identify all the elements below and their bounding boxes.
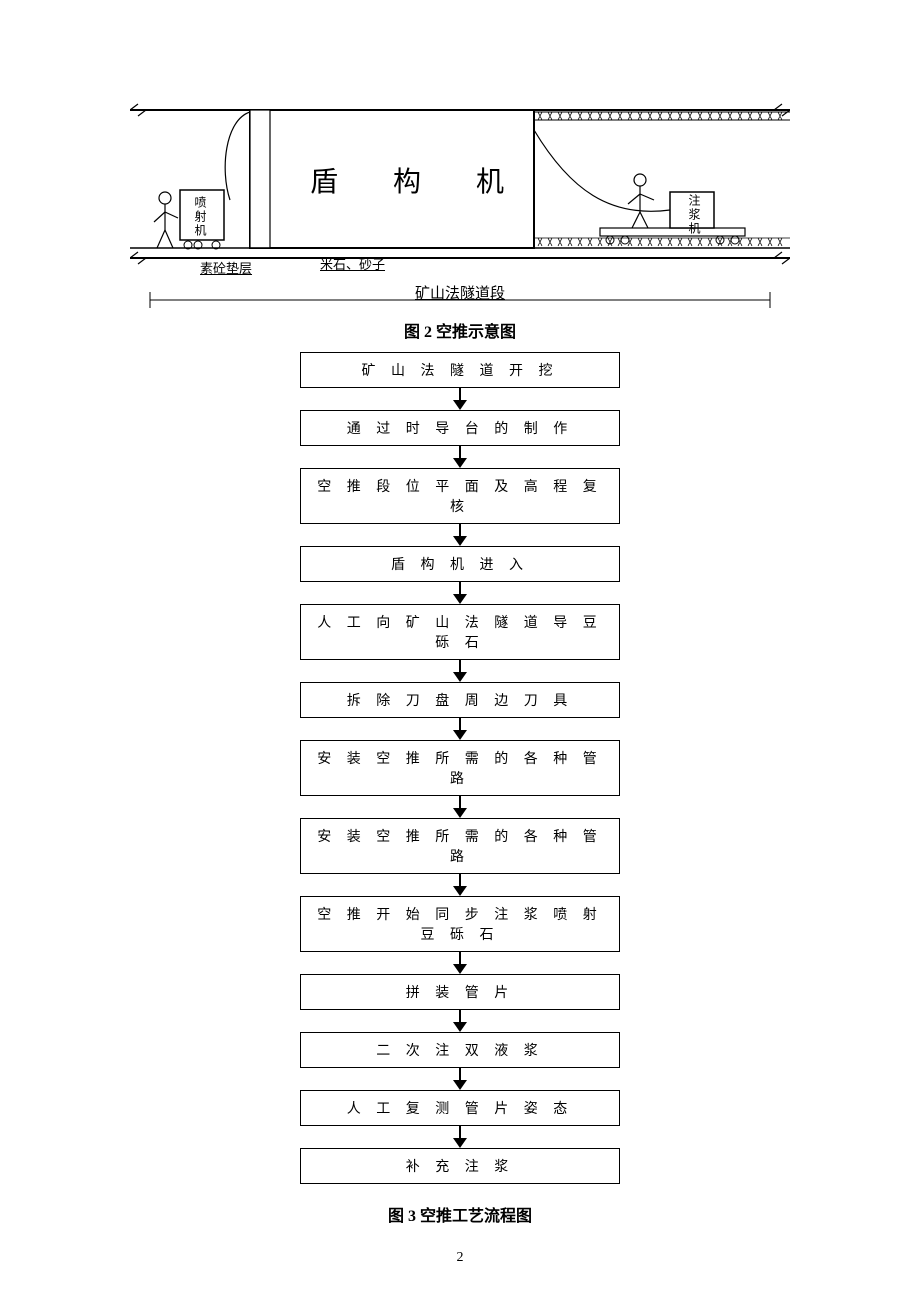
flow-arrow-icon: [450, 388, 470, 410]
flow-step: 二 次 注 双 液 浆: [300, 1032, 620, 1068]
flow-arrow-icon: [450, 952, 470, 974]
flow-step: 人 工 向 矿 山 法 隧 道 导 豆 砾 石: [300, 604, 620, 660]
flow-step: 拼 装 管 片: [300, 974, 620, 1010]
flow-arrow-icon: [450, 1068, 470, 1090]
base-layer-label: 素砼垫层: [200, 258, 252, 277]
fig3-flowchart: 矿 山 法 隧 道 开 挖通 过 时 导 台 的 制 作空 推 段 位 平 面 …: [300, 352, 620, 1184]
penshe-label: 喷射机: [192, 196, 209, 238]
flow-arrow-icon: [450, 582, 470, 604]
zhujiang-label: 注浆机: [686, 194, 703, 236]
mishi-label: 米石、砂子: [320, 254, 385, 273]
flow-step: 人 工 复 测 管 片 姿 态: [300, 1090, 620, 1126]
flow-arrow-icon: [450, 524, 470, 546]
flow-arrow-icon: [450, 1126, 470, 1148]
flow-step: 补 充 注 浆: [300, 1148, 620, 1184]
flow-step: 安 装 空 推 所 需 的 各 种 管 路: [300, 740, 620, 796]
flow-step: 空 推 段 位 平 面 及 高 程 复 核: [300, 468, 620, 524]
flow-step: 安 装 空 推 所 需 的 各 种 管 路: [300, 818, 620, 874]
flow-step: 空 推 开 始 同 步 注 浆 喷 射 豆 砾 石: [300, 896, 620, 952]
fig2-caption: 图 2 空推示意图: [404, 318, 516, 342]
flow-step: 矿 山 法 隧 道 开 挖: [300, 352, 620, 388]
flow-arrow-icon: [450, 796, 470, 818]
flow-arrow-icon: [450, 718, 470, 740]
fig2-schematic: 盾 构 机 喷射机 注浆机 素砼垫层 米石、砂子 矿山法隧道段: [130, 100, 790, 310]
flow-step: 通 过 时 导 台 的 制 作: [300, 410, 620, 446]
section-label: 矿山法隧道段: [130, 282, 790, 303]
fig3-caption: 图 3 空推工艺流程图: [388, 1202, 532, 1226]
page: 盾 构 机 喷射机 注浆机 素砼垫层 米石、砂子 矿山法隧道段 图 2 空推示意…: [20, 40, 900, 1266]
flow-arrow-icon: [450, 660, 470, 682]
flow-step: 拆 除 刀 盘 周 边 刀 具: [300, 682, 620, 718]
shield-label: 盾 构 机: [310, 160, 528, 200]
flow-arrow-icon: [450, 874, 470, 896]
flow-arrow-icon: [450, 1010, 470, 1032]
flow-step: 盾 构 机 进 入: [300, 546, 620, 582]
page-number: 2: [457, 1250, 464, 1266]
flow-arrow-icon: [450, 446, 470, 468]
